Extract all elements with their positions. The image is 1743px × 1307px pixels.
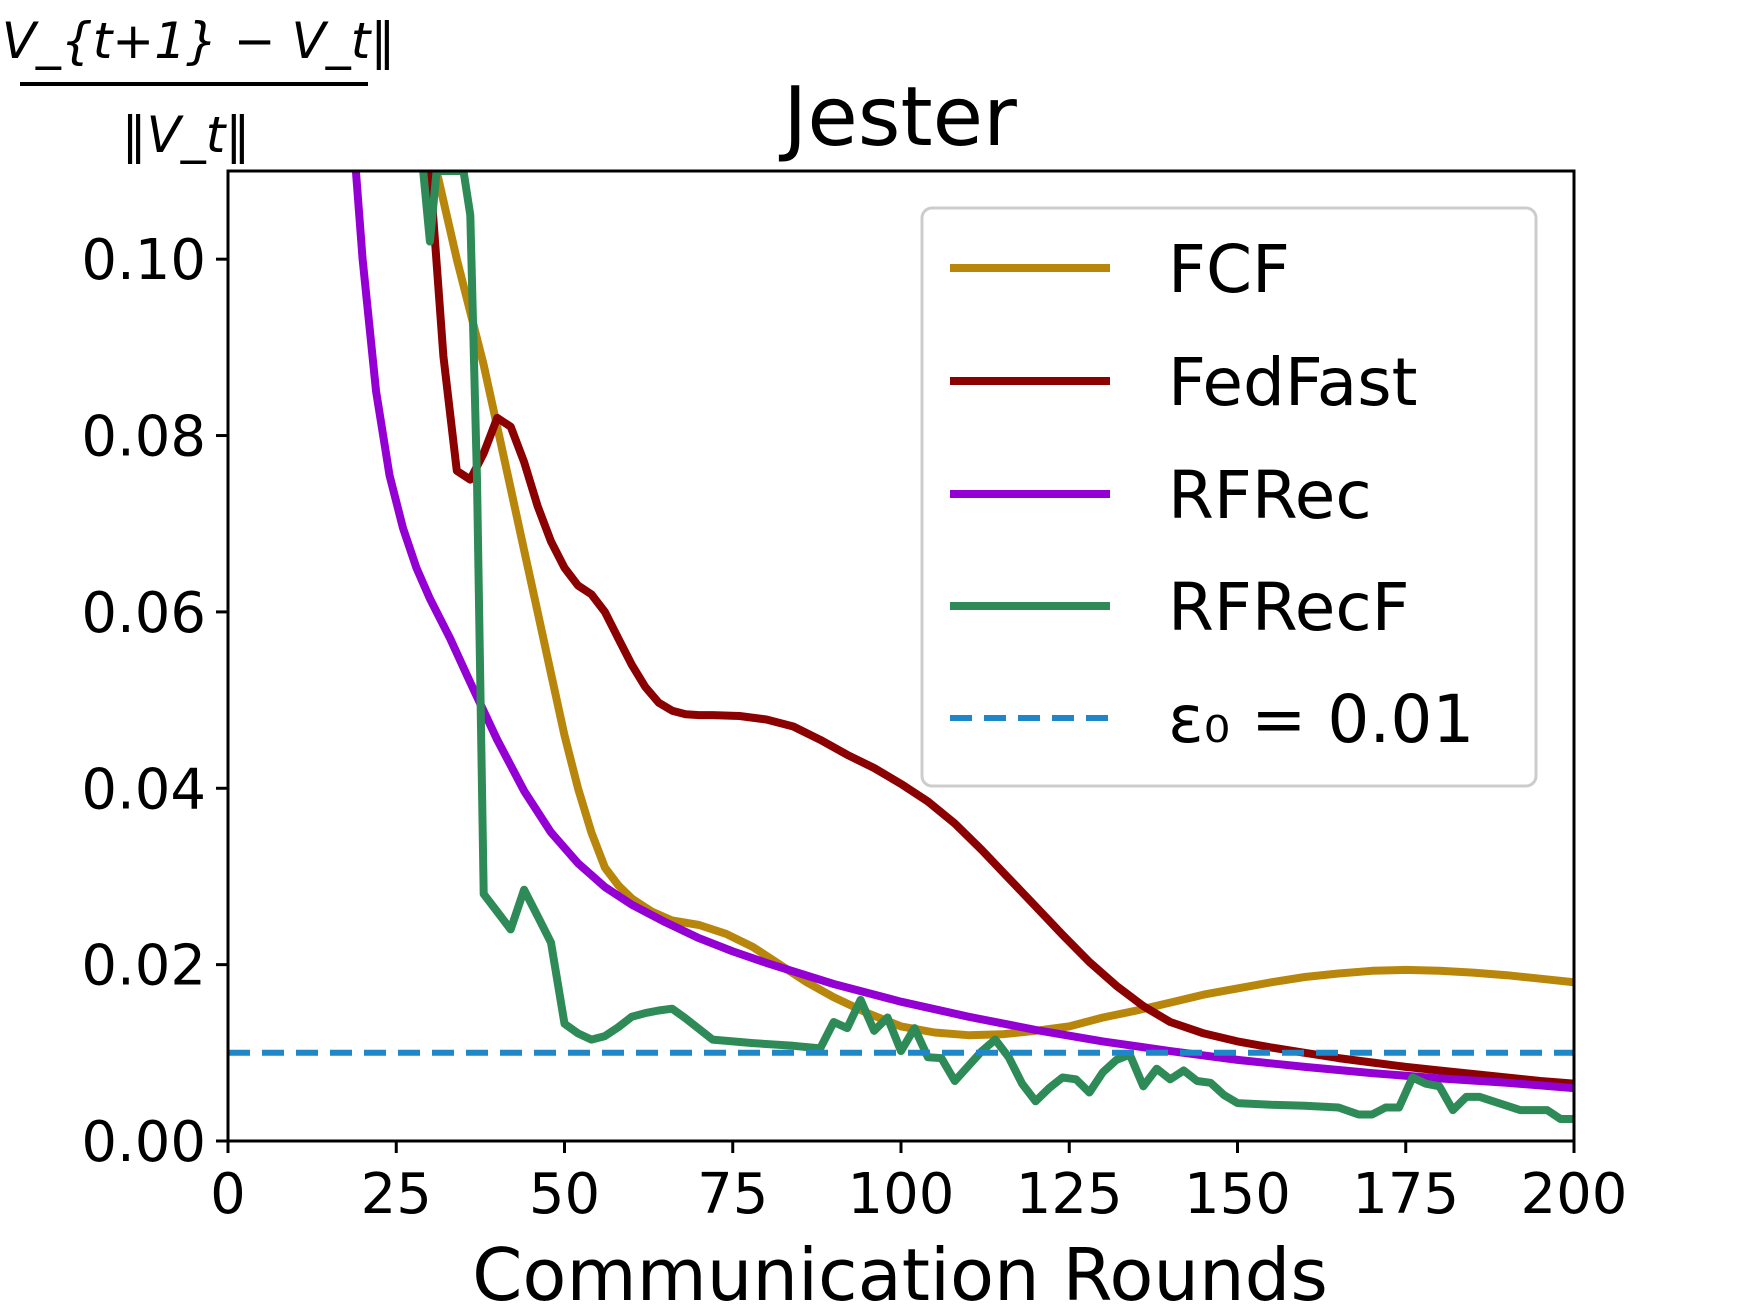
legend-label: RFRec — [1168, 457, 1372, 534]
y-tick-label: 0.04 — [81, 757, 206, 822]
y-tick-label: 0.08 — [81, 405, 206, 470]
y-axis-label: ‖V_{t+1} − V_t‖ ‖V_t‖ — [0, 12, 395, 164]
legend-label: ε₀ = 0.01 — [1168, 681, 1474, 758]
x-tick-label: 125 — [1016, 1162, 1123, 1227]
series-line-rfrecf — [419, 172, 1574, 1123]
x-tick-label: 150 — [1184, 1162, 1291, 1227]
legend-box — [920, 206, 1538, 788]
x-tick-label: 75 — [697, 1162, 768, 1227]
x-tick-label: 0 — [210, 1162, 246, 1227]
series-line-fcf — [432, 172, 1574, 1040]
x-axis: 0 25 50 75 100 125 150 175 200 — [210, 1141, 1627, 1227]
x-tick-label: 175 — [1352, 1162, 1459, 1227]
y-tick-label: 0.06 — [81, 581, 206, 646]
y-tick-label: 0.00 — [81, 1110, 206, 1175]
legend-label: FCF — [1168, 231, 1290, 308]
legend-label: RFRecF — [1168, 569, 1410, 646]
y-axis-label-denominator: ‖V_t‖ — [122, 106, 251, 164]
legend: FCF FedFast RFRec RFRecF ε₀ = 0.01 — [920, 206, 1538, 788]
chart-title: Jester — [778, 70, 1017, 165]
x-axis-label: Communication Rounds — [472, 1233, 1328, 1307]
y-tick-label: 0.02 — [81, 934, 206, 999]
series-line-rfrec — [351, 172, 1574, 1093]
y-tick-label: 0.10 — [81, 228, 206, 293]
y-axis-label-numerator: ‖V_{t+1} − V_t‖ — [0, 12, 395, 70]
series-layer — [228, 172, 1574, 1123]
y-axis: 0.00 0.02 0.04 0.06 0.08 0.10 — [81, 228, 228, 1175]
x-tick-label: 100 — [848, 1162, 955, 1227]
x-tick-label: 25 — [361, 1162, 432, 1227]
x-tick-label: 50 — [529, 1162, 600, 1227]
legend-label: FedFast — [1168, 344, 1417, 421]
x-tick-label: 200 — [1521, 1162, 1628, 1227]
